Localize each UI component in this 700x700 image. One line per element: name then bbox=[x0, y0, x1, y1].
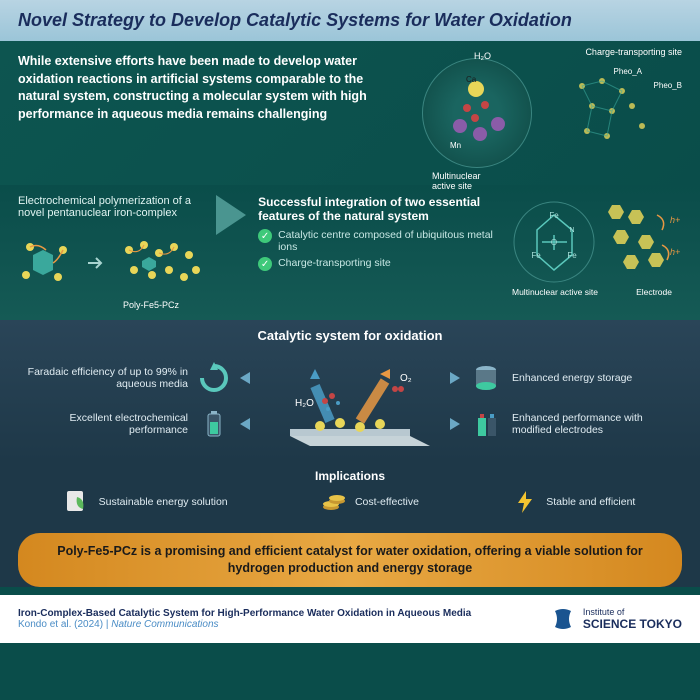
storage-icon bbox=[470, 362, 502, 394]
logo-text2: SCIENCE TOKYO bbox=[583, 617, 682, 631]
mn-node bbox=[453, 119, 467, 133]
tri-right-icon bbox=[450, 418, 460, 430]
multinuclear-circle bbox=[422, 58, 532, 168]
footer-citation: Iron-Complex-Based Catalytic System for … bbox=[18, 608, 471, 630]
header: Novel Strategy to Develop Catalytic Syst… bbox=[0, 0, 700, 41]
implication-text: Sustainable energy solution bbox=[99, 496, 228, 508]
right-header: Successful integration of two essential … bbox=[258, 195, 500, 223]
coins-icon bbox=[321, 489, 347, 515]
feature-text: Faradaic efficiency of up to 99% in aque… bbox=[18, 366, 188, 390]
svg-text:O₂: O₂ bbox=[400, 373, 412, 384]
conclusion-wrap: Poly-Fe5-PCz is a promising and efficien… bbox=[0, 525, 700, 587]
implication-item: Cost-effective bbox=[321, 489, 419, 515]
footer-logo: Institute of SCIENCE TOKYO bbox=[549, 605, 682, 633]
svg-text:h+: h+ bbox=[670, 215, 680, 225]
check-icon: ✓ bbox=[258, 257, 272, 271]
o-node bbox=[481, 101, 489, 109]
implication-item: Stable and efficient bbox=[512, 489, 635, 515]
section-conclusion: Poly-Fe5-PCz is a promising and efficien… bbox=[18, 533, 682, 587]
poly-label: Poly-Fe5-PCz bbox=[98, 300, 204, 310]
check-icon: ✓ bbox=[258, 229, 272, 243]
bolt-icon bbox=[512, 489, 538, 515]
center-visual: H₂O O₂ bbox=[260, 351, 440, 451]
institute-logo-icon bbox=[549, 605, 577, 633]
implication-text: Stable and efficient bbox=[546, 496, 635, 508]
h2o-label: H₂O bbox=[474, 51, 491, 61]
battery-icon bbox=[198, 408, 230, 440]
feature-item: Enhanced energy storage bbox=[450, 362, 682, 394]
citation-author: Kondo et al. (2024) bbox=[18, 619, 103, 630]
citation-journal: Nature Communications bbox=[111, 619, 218, 630]
logo-text1: Institute of bbox=[583, 607, 682, 617]
right-column: Enhanced energy storage Enhanced perform… bbox=[450, 362, 682, 440]
check-item: ✓ Charge-transporting site bbox=[258, 257, 500, 271]
integration-left: Electrochemical polymerization of a nove… bbox=[18, 195, 204, 310]
tri-left-icon bbox=[240, 418, 250, 430]
catalytic-header: Catalytic system for oxidation bbox=[18, 328, 682, 343]
pheob-label: Pheo_B bbox=[654, 81, 682, 90]
implication-item: Sustainable energy solution bbox=[65, 489, 228, 515]
svg-text:O: O bbox=[551, 238, 557, 247]
o-node bbox=[463, 104, 471, 112]
section-catalytic: Catalytic system for oxidation Faradaic … bbox=[0, 320, 700, 463]
left-column: Faradaic efficiency of up to 99% in aque… bbox=[18, 362, 250, 440]
feature-text: Enhanced performance with modified elect… bbox=[512, 412, 682, 436]
cycle-icon bbox=[198, 362, 230, 394]
feature-item: Enhanced performance with modified elect… bbox=[450, 408, 682, 440]
pheoa-label: Pheo_A bbox=[614, 67, 642, 76]
check-text: Catalytic centre composed of ubiquitous … bbox=[278, 229, 500, 253]
catalytic-grid: Faradaic efficiency of up to 99% in aque… bbox=[18, 351, 682, 451]
multinuclear-label: Multinuclear active site bbox=[512, 287, 598, 297]
charge-transport-icon bbox=[552, 61, 682, 171]
feature-item: Excellent electrochemical performance bbox=[18, 408, 250, 440]
electrode-label: Electrode bbox=[636, 287, 672, 297]
tri-left-icon bbox=[240, 372, 250, 384]
arrow-right-icon bbox=[86, 253, 106, 273]
complex-after-icon bbox=[114, 235, 204, 290]
section-intro: While extensive efforts have been made t… bbox=[0, 41, 700, 185]
feature-item: Faradaic efficiency of up to 99% in aque… bbox=[18, 362, 250, 394]
complex-before-icon bbox=[18, 235, 78, 290]
multinuclear-label: Multinuclear active site bbox=[432, 171, 481, 191]
o-node bbox=[471, 114, 479, 122]
svg-text:Fe: Fe bbox=[549, 211, 559, 220]
integration-right: Successful integration of two essential … bbox=[258, 195, 500, 310]
implications-header: Implications bbox=[18, 469, 682, 483]
left-header: Electrochemical polymerization of a nove… bbox=[18, 195, 204, 219]
check-text: Charge-transporting site bbox=[278, 257, 391, 269]
svg-text:Fe: Fe bbox=[531, 251, 541, 260]
svg-text:Fe: Fe bbox=[567, 251, 577, 260]
section-implications: Implications Sustainable energy solution… bbox=[0, 463, 700, 525]
integration-visual: Fe O Fe Fe N h+ h+ Multinuclear active s… bbox=[512, 195, 682, 310]
conclusion-text: Poly-Fe5-PCz is a promising and efficien… bbox=[38, 543, 662, 577]
poly-visual bbox=[18, 225, 204, 300]
leaf-icon bbox=[65, 489, 91, 515]
svg-text:H₂O: H₂O bbox=[295, 398, 314, 409]
implications-row: Sustainable energy solution Cost-effecti… bbox=[18, 489, 682, 515]
section-integration: Electrochemical polymerization of a nove… bbox=[0, 185, 700, 320]
mn-node bbox=[473, 127, 487, 141]
large-arrow-icon bbox=[216, 195, 246, 235]
mn-node bbox=[491, 117, 505, 131]
charge-label: Charge-transporting site bbox=[585, 47, 682, 57]
mn-label: Mn bbox=[450, 141, 461, 150]
paper-title: Iron-Complex-Based Catalytic System for … bbox=[18, 608, 471, 619]
fe-complex-icon: Fe O Fe Fe N bbox=[512, 200, 597, 285]
electrode-icon: h+ h+ bbox=[602, 195, 682, 285]
svg-text:h+: h+ bbox=[670, 247, 680, 257]
svg-text:N: N bbox=[569, 227, 574, 234]
intro-text: While extensive efforts have been made t… bbox=[18, 53, 392, 173]
intro-visual: H₂O Ca Mn Multinuclear active site Charg… bbox=[402, 53, 682, 173]
ca-label: Ca bbox=[466, 75, 476, 84]
page-title: Novel Strategy to Develop Catalytic Syst… bbox=[18, 10, 682, 31]
feature-text: Excellent electrochemical performance bbox=[18, 412, 188, 436]
footer: Iron-Complex-Based Catalytic System for … bbox=[0, 595, 700, 643]
tri-right-icon bbox=[450, 372, 460, 384]
implication-text: Cost-effective bbox=[355, 496, 419, 508]
modified-electrode-icon bbox=[470, 408, 502, 440]
check-item: ✓ Catalytic centre composed of ubiquitous… bbox=[258, 229, 500, 253]
feature-text: Enhanced energy storage bbox=[512, 372, 632, 384]
